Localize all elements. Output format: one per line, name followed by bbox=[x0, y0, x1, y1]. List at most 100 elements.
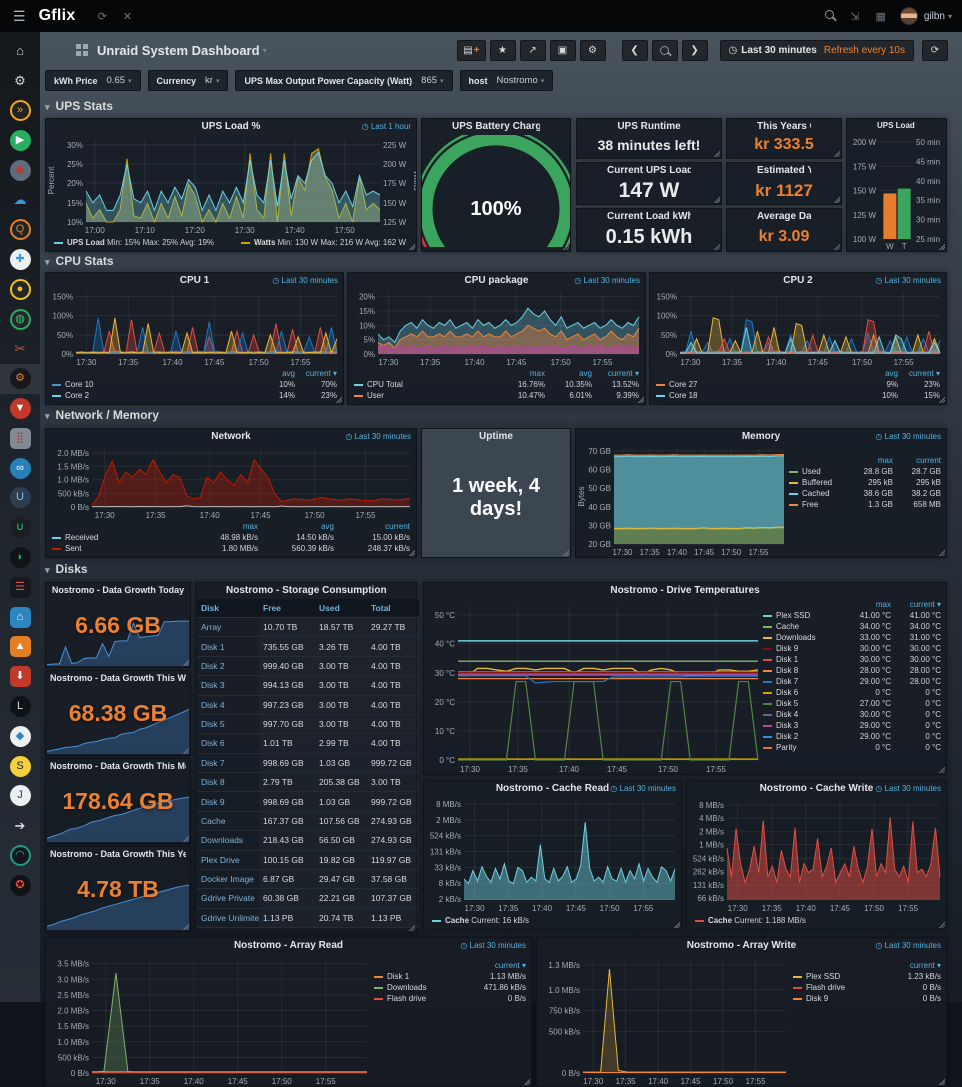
legend-series-name[interactable]: Cache bbox=[776, 622, 800, 631]
legend-series-name[interactable]: Disk 1 bbox=[776, 655, 799, 664]
legend-series-name[interactable]: Disk 4 bbox=[776, 710, 799, 719]
legend-column-header[interactable]: avg bbox=[885, 369, 898, 378]
dashboard-settings-button[interactable]: ⚙ bbox=[579, 39, 606, 61]
brand-title[interactable]: Gflix bbox=[38, 7, 76, 24]
zoom-out-button[interactable] bbox=[651, 39, 678, 61]
app-scissors-icon[interactable]: ✂ bbox=[14, 341, 26, 357]
home-icon[interactable]: ⌂ bbox=[16, 43, 24, 59]
chart-svg[interactable]: 0 B/s 500 kB/s 750 kB/s 1.0 MB/s 1.3 MB/s 17:… bbox=[537, 953, 792, 1086]
time-range-badge[interactable]: ◷ Last 30 minutes bbox=[574, 276, 640, 285]
panel-title[interactable]: UPS Runtime bbox=[617, 121, 681, 132]
star-button[interactable]: ★ bbox=[489, 39, 516, 61]
chart-svg[interactable]: 0% 50% 100% 150% 17:30 17:35 17:40 17:45 17:50 17… bbox=[46, 288, 343, 367]
app-jackett-icon[interactable]: J bbox=[0, 781, 40, 811]
legend-series-name[interactable]: Core 18 bbox=[669, 391, 698, 400]
disk-name-cell[interactable]: Disk 4 bbox=[197, 695, 259, 715]
logout-arrow-icon[interactable]: ➔ bbox=[14, 818, 26, 834]
legend-column-header[interactable]: current ▾ bbox=[305, 369, 337, 378]
user-menu[interactable]: gilbn bbox=[923, 10, 945, 22]
legend-series-name[interactable]: Parity bbox=[776, 743, 797, 752]
legend-column-header[interactable]: max bbox=[242, 522, 258, 531]
legend-series-name[interactable]: Cache bbox=[708, 916, 735, 925]
legend-column-header[interactable]: current ▾ bbox=[494, 961, 526, 970]
search-icon[interactable] bbox=[825, 10, 835, 22]
app-dark-disc-icon[interactable]: ◗ bbox=[0, 543, 40, 573]
panel-title[interactable]: Current Load kWh bbox=[607, 211, 691, 222]
panel-title[interactable]: Average Daily Cost bbox=[757, 211, 811, 222]
add-panel-button[interactable]: ▤ + bbox=[457, 39, 486, 61]
app-sab-icon[interactable]: S bbox=[0, 751, 40, 781]
panel-title[interactable]: Current UPS Load bbox=[607, 165, 691, 176]
legend-series-name[interactable]: Buffered bbox=[802, 478, 833, 487]
fullscreen-icon[interactable]: ⇲ bbox=[850, 10, 860, 23]
legend-series-name[interactable]: Cache bbox=[445, 916, 472, 925]
app-raspberry-icon[interactable]: ⣿ bbox=[0, 423, 40, 453]
legend-column-header[interactable]: max bbox=[877, 456, 893, 465]
panel-title[interactable]: Nostromo - Cache Read bbox=[495, 783, 610, 794]
panel-title[interactable]: Memory bbox=[741, 431, 781, 442]
legend-series-name[interactable]: Core 27 bbox=[669, 380, 698, 389]
legend-column-header[interactable]: avg bbox=[579, 369, 592, 378]
legend-series-name[interactable]: Disk 6 bbox=[776, 688, 799, 697]
time-range-badge[interactable]: ◷ Last 30 minutes bbox=[875, 784, 941, 793]
legend-series-name[interactable]: CPU Total bbox=[367, 380, 403, 389]
legend-series-name[interactable]: UPS Load bbox=[67, 238, 108, 247]
dashboard-title[interactable]: Unraid System Dashboard bbox=[97, 42, 260, 58]
column-header[interactable]: Used bbox=[315, 599, 367, 618]
chart-svg[interactable] bbox=[47, 793, 189, 843]
legend-series-name[interactable]: Sent bbox=[65, 544, 82, 553]
panel-title[interactable]: Nostromo - Cache Write bbox=[759, 783, 874, 794]
legend-column-header[interactable]: current bbox=[385, 522, 410, 531]
legend-series-name[interactable]: Core 10 bbox=[65, 380, 94, 389]
disk-name-cell[interactable]: Cache bbox=[197, 811, 259, 832]
legend-series-name[interactable]: Disk 1 bbox=[387, 972, 410, 981]
legend-column-header[interactable]: current ▾ bbox=[607, 369, 639, 378]
time-range-badge[interactable]: ◷ Last 30 minutes bbox=[460, 941, 526, 950]
row-ups-stats[interactable]: ▾ UPS Stats bbox=[45, 99, 113, 113]
panel-title[interactable]: UPS Load vs Time left bbox=[877, 121, 916, 130]
time-range-badge[interactable]: ◷ Last 30 minutes bbox=[875, 432, 941, 441]
panel-title[interactable]: This Years Cost bbox=[757, 121, 811, 132]
disk-name-cell[interactable]: Docker Image bbox=[197, 869, 259, 890]
avatar[interactable] bbox=[899, 7, 918, 25]
variable-host[interactable]: host Nostromo ▾ bbox=[459, 70, 554, 91]
time-range-badge[interactable]: ◷ Last 30 minutes bbox=[345, 432, 411, 441]
app-play-green-icon[interactable]: ▶ bbox=[0, 125, 40, 155]
legend-column-header[interactable]: current ▾ bbox=[909, 961, 941, 970]
legend-series-name[interactable]: Watts bbox=[253, 238, 278, 247]
disk-name-cell[interactable]: Plex Drive bbox=[197, 850, 259, 870]
panel-title[interactable]: Nostromo - Array Write bbox=[686, 940, 797, 951]
disk-name-cell[interactable]: Disk 3 bbox=[197, 675, 259, 696]
app-red-down-icon[interactable]: ⬇ bbox=[0, 662, 40, 692]
disk-name-cell[interactable]: Disk 9 bbox=[197, 791, 259, 812]
time-range-badge[interactable]: ◷ Last 1 hour bbox=[361, 122, 411, 131]
time-range-picker[interactable]: ◷ Last 30 minutes Refresh every 10s bbox=[719, 39, 914, 61]
app-yellow-ring-icon[interactable]: ● bbox=[0, 274, 40, 304]
panel-title[interactable]: UPS Load % bbox=[201, 121, 261, 132]
panel-title[interactable]: Nostromo - Data Growth Today bbox=[51, 585, 185, 595]
disk-name-cell[interactable]: Array bbox=[197, 617, 259, 638]
disk-name-cell[interactable]: Disk 5 bbox=[197, 714, 259, 735]
app-ombi-icon[interactable]: ✚ bbox=[0, 245, 40, 275]
column-header[interactable]: Disk bbox=[197, 599, 259, 618]
disk-name-cell[interactable]: Downloads bbox=[197, 830, 259, 851]
panel-title[interactable]: Nostromo - Drive Temperatures bbox=[610, 585, 760, 596]
panel-title[interactable]: CPU 2 bbox=[783, 275, 813, 286]
refresh-dashboard-button[interactable]: ⟳ bbox=[922, 39, 948, 61]
variable-ups-max-output-power-capacity-watt[interactable]: UPS Max Output Power Capacity (Watt) 865 ▾ bbox=[235, 70, 453, 91]
disk-name-cell[interactable]: Disk 6 bbox=[197, 733, 259, 754]
column-header[interactable]: Free bbox=[259, 599, 315, 618]
app-gear-orange-icon[interactable]: ⚙ bbox=[0, 363, 40, 394]
time-range-badge[interactable]: ◷ Last 30 minutes bbox=[875, 276, 941, 285]
chart-svg[interactable]: 0 °C 10 °C 20 °C 30 °C 40 °C 50 °C 17:30 17:35 1… bbox=[424, 598, 762, 774]
chart-svg[interactable] bbox=[47, 705, 189, 755]
app-water-drop-icon[interactable]: ◆ bbox=[0, 721, 40, 751]
chart-svg[interactable]: 100 W 125 W 150 W 175 W 200 W 25 min 30 min 35 … bbox=[847, 134, 946, 251]
time-range-badge[interactable]: ◷ Last 30 minutes bbox=[875, 941, 941, 950]
chart-svg[interactable] bbox=[47, 617, 189, 667]
legend-column-header[interactable]: avg bbox=[282, 369, 295, 378]
chart-svg[interactable]: 0 B/s 500 kB/s 1.0 MB/s 1.5 MB/s 2.0 MB/s 2.5… bbox=[46, 953, 373, 1086]
panel-title[interactable]: CPU package bbox=[464, 275, 529, 286]
time-range-badge[interactable]: ◷ Last 30 minutes bbox=[272, 276, 338, 285]
row-cpu-stats[interactable]: ▾ CPU Stats bbox=[45, 254, 114, 268]
